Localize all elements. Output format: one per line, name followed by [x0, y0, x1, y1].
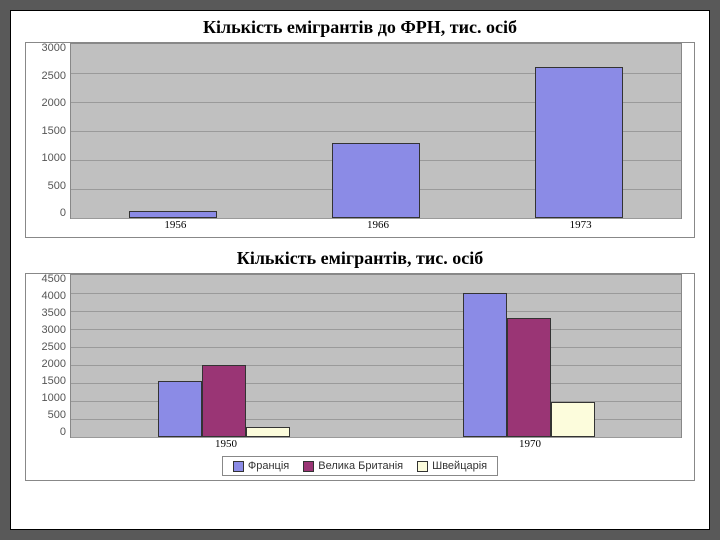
chart1-y-tick: 1500 [42, 126, 66, 137]
chart1-title: Кількість емігрантів до ФРН, тис. осіб [25, 17, 695, 38]
chart1-y-tick: 500 [48, 181, 66, 192]
chart2-bar-group [463, 275, 595, 437]
chart2-container: 4500 4000 3500 3000 2500 2000 1500 1000 500 0 195… [25, 273, 695, 481]
page: Кількість емігрантів до ФРН, тис. осіб 3… [10, 10, 710, 530]
legend-swatch [233, 461, 244, 472]
chart1-x-label: 1966 [367, 219, 389, 231]
chart2-bar [246, 427, 290, 437]
chart2-bar-group [158, 275, 290, 437]
chart2-bar [507, 318, 551, 437]
chart1-container: 3000 2500 2000 1500 1000 500 0 1956 1966 1973 [25, 42, 695, 238]
chart2-y-tick: 4500 [42, 274, 66, 285]
chart1-x-label: 1973 [570, 219, 592, 231]
chart1-y-tick: 1000 [42, 153, 66, 164]
chart2-y-tick: 0 [60, 427, 66, 438]
chart1-bar-group [129, 44, 217, 218]
chart2-y-tick: 2500 [42, 342, 66, 353]
chart2-y-tick: 1500 [42, 376, 66, 387]
chart2-legend: Франція Велика Британія Швейцарія [222, 456, 498, 476]
chart2-x-label: 1950 [215, 438, 237, 450]
chart1-x-label: 1956 [164, 219, 186, 231]
chart2-title: Кількість емігрантів, тис. осіб [25, 248, 695, 269]
chart1-bar [332, 143, 420, 218]
legend-label: Швейцарія [432, 460, 487, 472]
chart1-y-tick: 2500 [42, 71, 66, 82]
chart2-x-label: 1970 [519, 438, 541, 450]
chart2-y-tick: 3500 [42, 308, 66, 319]
legend-swatch [417, 461, 428, 472]
chart2-bar [202, 365, 246, 437]
chart1-bars [71, 44, 681, 218]
chart1-y-tick: 2000 [42, 98, 66, 109]
chart2-y-tick: 500 [48, 410, 66, 421]
chart1-bar [129, 211, 217, 218]
chart2-y-tick: 2000 [42, 359, 66, 370]
chart2-bars [71, 275, 681, 437]
chart1-plot-area [70, 43, 682, 219]
chart2-legend-item: Велика Британія [303, 460, 403, 472]
chart2-y-axis: 4500 4000 3500 3000 2500 2000 1500 1000 500 0 [26, 274, 70, 438]
chart2-legend-item: Франція [233, 460, 289, 472]
chart2-plot-area [70, 274, 682, 438]
chart1-x-axis: 1956 1966 1973 [74, 219, 682, 231]
chart2-bar [158, 381, 202, 437]
chart1-bar-group [535, 44, 623, 218]
chart2-y-tick: 1000 [42, 393, 66, 404]
legend-label: Велика Британія [318, 460, 403, 472]
chart1-y-tick: 0 [60, 208, 66, 219]
chart1-y-axis: 3000 2500 2000 1500 1000 500 0 [26, 43, 70, 219]
chart2-y-tick: 3000 [42, 325, 66, 336]
legend-label: Франція [248, 460, 289, 472]
chart1-bar [535, 67, 623, 218]
chart2-x-axis: 1950 1970 [74, 438, 682, 450]
chart2-bar [551, 402, 595, 437]
chart2-bar [463, 293, 507, 437]
legend-swatch [303, 461, 314, 472]
chart2-legend-item: Швейцарія [417, 460, 487, 472]
chart1-y-tick: 3000 [42, 43, 66, 54]
chart1-bar-group [332, 44, 420, 218]
chart2-y-tick: 4000 [42, 291, 66, 302]
